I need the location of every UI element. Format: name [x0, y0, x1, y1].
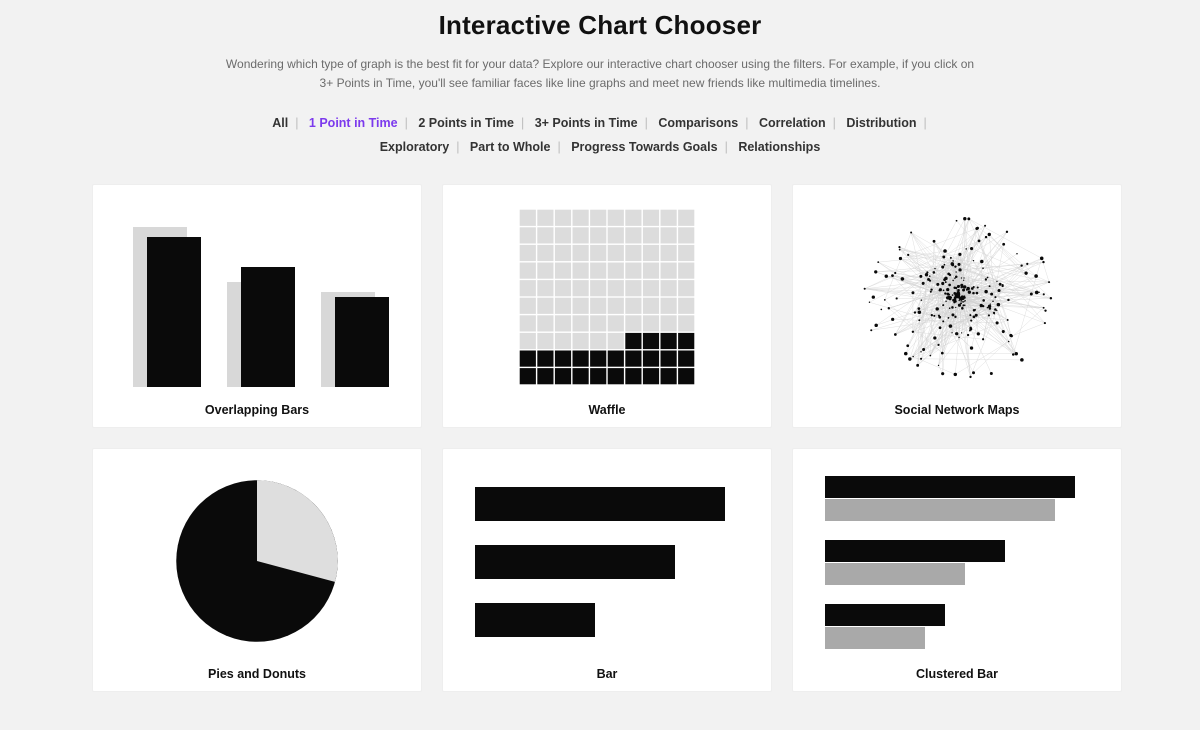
page: Interactive Chart Chooser Wondering whic… [0, 0, 1200, 692]
card-title: Bar [457, 667, 757, 681]
card-title: Pies and Donuts [107, 667, 407, 681]
filter-bar: All| 1 Point in Time| 2 Points in Time| … [92, 112, 1108, 160]
overlapping-bars-icon [107, 199, 407, 395]
clustered-bar-icon [807, 463, 1107, 659]
card-title: Waffle [457, 403, 757, 417]
filter-1-point[interactable]: 1 Point in Time [306, 116, 401, 130]
filter-correlation[interactable]: Correlation [756, 116, 829, 130]
filter-3-points[interactable]: 3+ Points in Time [532, 116, 641, 130]
card-waffle[interactable]: Waffle [442, 184, 772, 428]
page-title: Interactive Chart Chooser [92, 10, 1108, 41]
card-bar[interactable]: Bar [442, 448, 772, 692]
pie-icon [107, 463, 407, 659]
filter-part-to-whole[interactable]: Part to Whole [467, 140, 554, 154]
filter-all[interactable]: All [269, 116, 291, 130]
filter-relationships[interactable]: Relationships [735, 140, 823, 154]
card-title: Overlapping Bars [107, 403, 407, 417]
chart-grid: Overlapping Bars Waffle Social Network M… [92, 184, 1108, 692]
waffle-icon [457, 199, 757, 395]
card-social-network[interactable]: Social Network Maps [792, 184, 1122, 428]
filter-distribution[interactable]: Distribution [843, 116, 919, 130]
bar-icon [457, 463, 757, 659]
card-pies-donuts[interactable]: Pies and Donuts [92, 448, 422, 692]
filter-progress[interactable]: Progress Towards Goals [568, 140, 720, 154]
filter-comparisons[interactable]: Comparisons [655, 116, 741, 130]
page-description: Wondering which type of graph is the bes… [220, 55, 980, 92]
card-title: Clustered Bar [807, 667, 1107, 681]
network-icon [807, 199, 1107, 395]
filter-exploratory[interactable]: Exploratory [377, 140, 452, 154]
card-overlapping-bars[interactable]: Overlapping Bars [92, 184, 422, 428]
card-title: Social Network Maps [807, 403, 1107, 417]
card-clustered-bar[interactable]: Clustered Bar [792, 448, 1122, 692]
filter-2-points[interactable]: 2 Points in Time [415, 116, 517, 130]
